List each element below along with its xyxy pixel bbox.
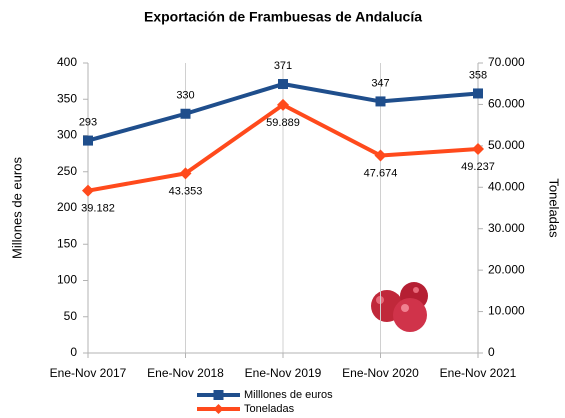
data-point <box>277 98 289 111</box>
x-tick-label: Ene-Nov 2021 <box>440 366 517 380</box>
data-label: 371 <box>274 60 292 72</box>
data-label: 293 <box>79 116 97 128</box>
y2-tick-label: 60.000 <box>488 97 525 111</box>
data-point <box>180 108 191 119</box>
y-tick-label: 250 <box>57 164 77 178</box>
y-tick-label: 400 <box>57 55 77 69</box>
y2-tick-label: 20.000 <box>488 262 525 276</box>
legend-marker <box>213 404 224 414</box>
data-label: 43.353 <box>169 185 203 197</box>
data-point <box>179 167 192 180</box>
y-tick-label: 350 <box>57 91 77 105</box>
y-tick-label: 200 <box>57 200 77 214</box>
y-tick-label: 50 <box>64 309 78 323</box>
data-label: 358 <box>469 69 487 81</box>
chart-title: Exportación de Frambuesas de Andalucía <box>144 9 422 25</box>
data-label: 49.237 <box>461 161 495 173</box>
y2-tick-label: 50.000 <box>488 138 525 152</box>
data-point <box>472 143 484 156</box>
x-tick-label: Ene-Nov 2017 <box>50 366 127 380</box>
y-tick-label: 300 <box>57 128 77 142</box>
data-label: 47.674 <box>364 167 398 179</box>
raspberry-image <box>371 282 428 332</box>
data-label: 347 <box>371 77 389 89</box>
y2-tick-label: 0 <box>488 345 495 359</box>
x-tick-label: Ene-Nov 2019 <box>245 366 322 380</box>
y-axis-title: Millones de euros <box>9 157 24 259</box>
x-tick-label: Ene-Nov 2018 <box>147 366 224 380</box>
y2-axis-title: Toneladas <box>547 178 562 238</box>
data-point <box>374 149 387 162</box>
legend-label: Toneladas <box>244 403 295 415</box>
y-tick-label: 0 <box>70 345 77 359</box>
data-point <box>83 135 93 146</box>
data-label: 59.889 <box>266 117 300 129</box>
data-point <box>278 79 288 90</box>
y2-tick-label: 30.000 <box>488 221 525 235</box>
y2-tick-label: 10.000 <box>488 304 525 318</box>
legend-marker <box>213 390 224 400</box>
data-point <box>375 96 386 107</box>
data-point <box>82 184 94 197</box>
y2-tick-label: 40.000 <box>488 179 525 193</box>
x-tick-label: Ene-Nov 2020 <box>342 366 419 380</box>
legend-label: Milllones de euros <box>244 389 333 401</box>
data-label: 39.182 <box>81 203 115 215</box>
data-label: 330 <box>176 90 194 102</box>
y-tick-label: 100 <box>57 273 77 287</box>
y2-tick-label: 70.000 <box>488 55 525 69</box>
y-tick-label: 150 <box>57 236 77 250</box>
data-point <box>473 88 483 99</box>
